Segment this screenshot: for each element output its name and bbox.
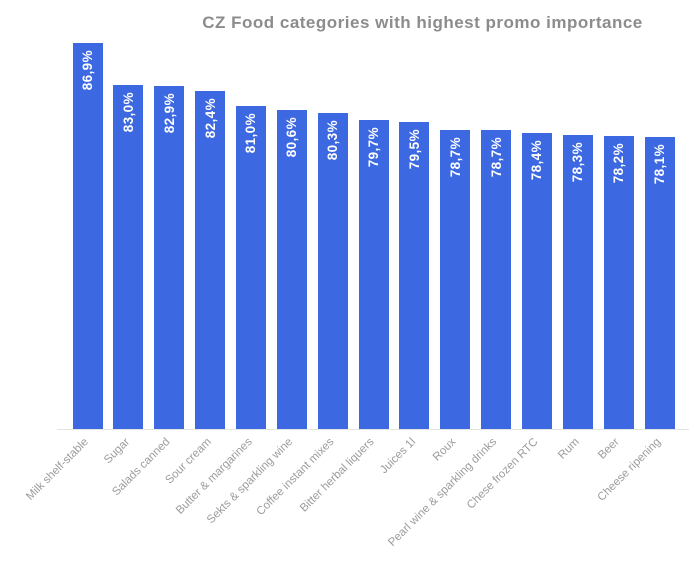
bar-value-label: 78,7% xyxy=(488,137,504,178)
x-axis-line xyxy=(57,429,689,430)
x-axis-label: Coffee instant mixes xyxy=(254,436,337,519)
bar-value-label: 80,3% xyxy=(325,120,341,161)
bar-value-label: 79,7% xyxy=(366,127,381,168)
bar-value-label: 78,3% xyxy=(570,142,586,183)
bar[interactable]: 86,9% xyxy=(72,43,103,429)
x-axis-label: Juices 1l xyxy=(377,436,418,477)
bar-value-label: 82,9% xyxy=(161,93,177,134)
bar[interactable]: 78,4% xyxy=(521,133,552,429)
bar-value-label: 78,1% xyxy=(652,144,667,185)
bar-value-label: 78,4% xyxy=(529,140,545,181)
x-axis-label: Beer xyxy=(596,436,623,462)
bar[interactable]: 83,0% xyxy=(113,85,144,429)
x-axis-label: Rum xyxy=(555,436,582,462)
bar-value-label: 79,5% xyxy=(406,129,422,170)
chart-title: CZ Food categories with highest promo im… xyxy=(202,13,643,32)
bar[interactable]: 78,7% xyxy=(481,130,512,429)
bar[interactable]: 82,4% xyxy=(195,91,226,429)
bar[interactable]: 78,2% xyxy=(603,136,634,429)
x-axis-label: Chese frozen RTC xyxy=(464,436,541,512)
bar-value-label: 81,0% xyxy=(243,113,259,154)
x-axis-label: Bitter herbal liquers xyxy=(298,436,377,515)
bar[interactable]: 80,3% xyxy=(317,113,348,429)
x-axis-label: Milk shelf-stable xyxy=(24,436,91,503)
bar[interactable]: 78,1% xyxy=(644,137,675,429)
bar[interactable]: 81,0% xyxy=(235,106,266,429)
bar-value-label: 86,9% xyxy=(80,50,95,91)
bar-value-label: 78,2% xyxy=(611,143,627,184)
bar-value-label: 83,0% xyxy=(120,92,136,133)
bar[interactable]: 80,6% xyxy=(276,110,307,429)
x-axis-label: Sugar xyxy=(101,436,132,467)
bar[interactable]: 79,5% xyxy=(399,122,430,429)
bar[interactable]: 78,7% xyxy=(440,130,471,429)
bar-value-label: 82,4% xyxy=(202,98,218,139)
bar[interactable]: 82,9% xyxy=(154,86,185,429)
bar[interactable]: 78,3% xyxy=(562,135,593,429)
bar-value-label: 78,7% xyxy=(447,137,463,178)
bar[interactable]: 79,7% xyxy=(358,120,389,429)
x-axis-label: Butter & margarines xyxy=(173,436,255,517)
bar-value-label: 80,6% xyxy=(284,117,300,158)
x-axis-label: Roux xyxy=(431,436,459,464)
